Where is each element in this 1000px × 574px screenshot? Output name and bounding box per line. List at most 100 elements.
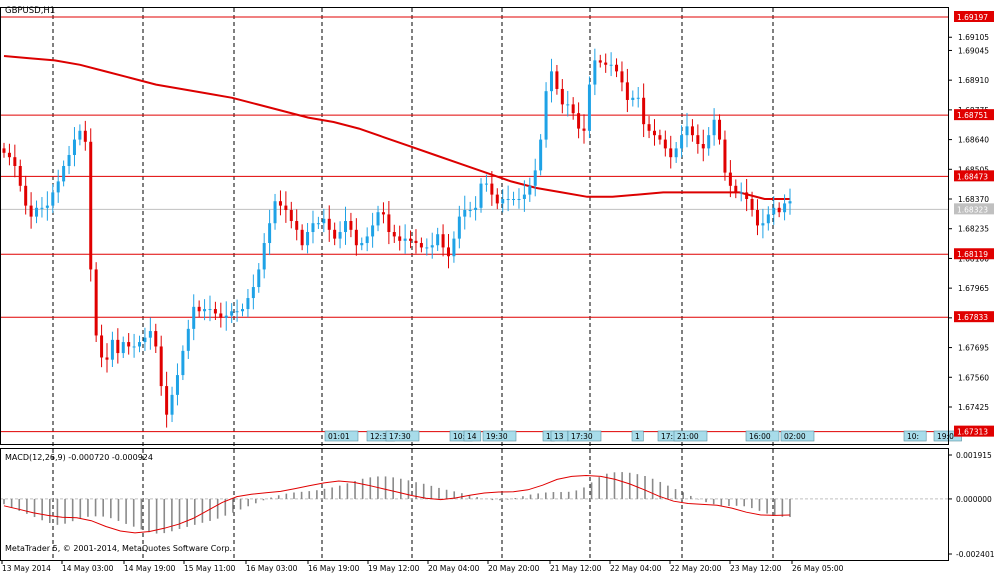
event-marker-label: 19:0 <box>937 432 954 441</box>
candle-body <box>745 192 749 200</box>
candle-body <box>501 199 505 204</box>
candle-body <box>631 97 635 100</box>
candle-body <box>457 216 461 239</box>
candle-body <box>235 311 239 313</box>
event-marker <box>745 430 780 442</box>
candle-body <box>322 218 326 224</box>
candle-body <box>62 165 66 182</box>
event-marker-label: 13 <box>554 432 564 441</box>
candle-body <box>45 205 49 208</box>
time-label: 23 May 12:00 <box>730 564 782 573</box>
level-tag-label: 1.68473 <box>957 172 988 181</box>
candle-body <box>750 199 754 211</box>
candle-body <box>609 64 613 66</box>
candle-body <box>598 60 602 63</box>
level-tag <box>954 311 994 323</box>
candle-body <box>268 223 272 244</box>
candle-body <box>766 214 770 224</box>
candle-body <box>425 247 429 249</box>
candle-body <box>669 148 673 158</box>
price-tick-label: 1.69045 <box>958 46 989 55</box>
candle-body <box>718 119 722 140</box>
time-label: 15 May 11:00 <box>184 564 236 573</box>
time-label: 19 May 12:00 <box>368 564 420 573</box>
level-tag-label: 1.68119 <box>957 250 988 259</box>
candle-body <box>192 306 196 329</box>
candle-body <box>712 119 716 136</box>
candle-body <box>78 130 82 140</box>
candle-body <box>647 124 651 131</box>
time-label: 14 May 03:00 <box>62 564 114 573</box>
candle-body <box>83 130 87 142</box>
candle-body <box>571 104 575 114</box>
time-label: 20 May 20:00 <box>488 564 540 573</box>
event-marker-label: 14 <box>467 432 477 441</box>
event-marker-label: 19:30 <box>486 432 508 441</box>
candle-body <box>474 207 478 211</box>
candle-body <box>685 126 689 136</box>
current-price-label: 1.68323 <box>957 205 988 214</box>
candle-body <box>159 346 163 387</box>
candle-body <box>441 234 445 248</box>
candle-body <box>783 203 787 213</box>
candle-body <box>246 298 250 310</box>
current-price-tag <box>954 203 994 215</box>
event-marker-label: 01:01 <box>328 432 350 441</box>
candle-body <box>2 148 6 153</box>
candle-body <box>652 130 656 136</box>
candle-body <box>127 342 131 347</box>
candle-body <box>642 97 646 125</box>
candle-body <box>436 234 440 246</box>
candle-body <box>116 339 120 354</box>
candle-body <box>636 97 640 99</box>
level-tag <box>954 109 994 121</box>
candle-body <box>560 88 564 105</box>
event-marker <box>567 430 602 442</box>
price-pane-frame <box>0 7 949 445</box>
candle-body <box>40 207 44 209</box>
event-marker-label: 10: <box>453 432 465 441</box>
event-marker <box>780 430 815 442</box>
level-tag <box>954 170 994 182</box>
candle-body <box>549 71 553 92</box>
candle-body <box>663 139 667 149</box>
candle-body <box>566 104 570 106</box>
candle-body <box>555 71 559 89</box>
candle-body <box>165 386 169 415</box>
candle-body <box>430 245 434 248</box>
price-tick-label: 1.67965 <box>958 284 989 293</box>
candle-body <box>219 313 223 318</box>
candle-body <box>582 128 586 131</box>
candle-body <box>414 240 418 244</box>
candle-body <box>777 207 781 213</box>
candle-body <box>306 232 310 246</box>
candle-body <box>788 201 792 204</box>
candle-body <box>105 357 109 360</box>
candle-body <box>295 221 299 230</box>
candle-body <box>208 309 212 311</box>
candle-body <box>278 201 282 206</box>
candle-body <box>604 62 608 65</box>
candle-body <box>333 229 337 239</box>
candle-body <box>409 238 413 241</box>
event-marker-label: 1 <box>635 432 640 441</box>
price-tick-label: 1.68505 <box>958 165 989 174</box>
time-label: 22 May 04:00 <box>610 564 662 573</box>
event-marker-label: 17: <box>661 432 673 441</box>
candle-body <box>734 185 738 193</box>
candle-body <box>230 311 234 316</box>
candle-body <box>121 342 125 354</box>
level-tag-label: 1.67313 <box>957 428 988 437</box>
candle-body <box>517 199 521 201</box>
candle-body <box>100 335 104 358</box>
event-marker-label: 02:00 <box>784 432 806 441</box>
candle-body <box>262 243 266 270</box>
candle-body <box>533 170 537 186</box>
candle-body <box>625 82 629 100</box>
event-marker-label: 17:30 <box>389 432 411 441</box>
candle-body <box>674 148 678 158</box>
moving-average-line <box>3 55 790 200</box>
price-tick-label: 1.68370 <box>958 195 989 204</box>
candle-body <box>24 185 28 206</box>
